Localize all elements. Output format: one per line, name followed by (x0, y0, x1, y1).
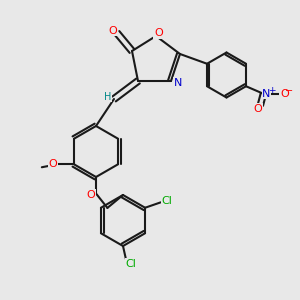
Text: O: O (254, 104, 262, 114)
Text: O: O (86, 190, 95, 200)
Text: N: N (262, 89, 271, 99)
Text: O: O (280, 89, 289, 99)
Text: +: + (268, 86, 275, 95)
Text: Cl: Cl (161, 196, 172, 206)
Text: −: − (285, 86, 293, 96)
Text: O: O (49, 159, 57, 169)
Text: O: O (154, 28, 163, 38)
Text: N: N (173, 77, 182, 88)
Text: Cl: Cl (125, 259, 136, 269)
Text: O: O (108, 26, 117, 36)
Text: H: H (104, 92, 111, 102)
